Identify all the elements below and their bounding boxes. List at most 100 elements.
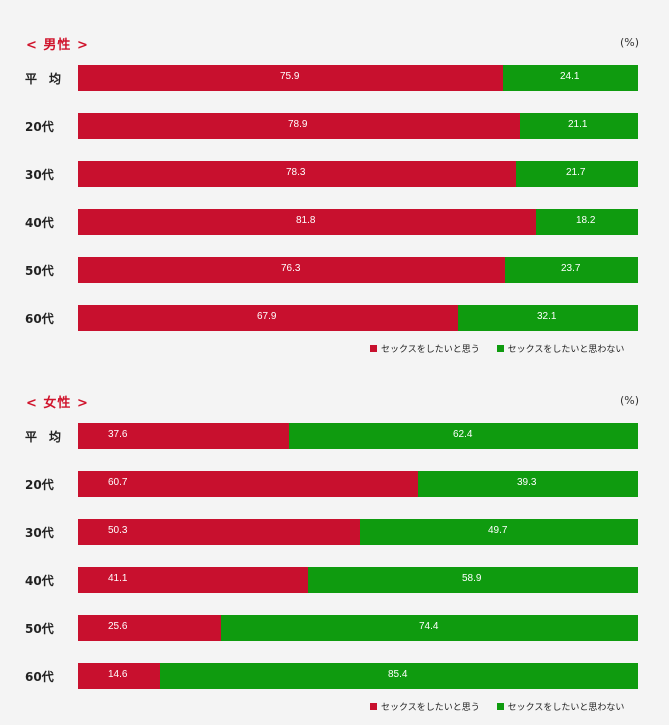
legend-swatch-want	[370, 703, 377, 710]
category-label: 50代	[25, 622, 54, 636]
bar-track: 14.6 85.4	[78, 663, 638, 689]
bar-segment-not-want	[505, 257, 638, 283]
data-label-not-want: 21.7	[566, 167, 586, 178]
bar-track: 50.3 49.7	[78, 519, 638, 545]
bar-track: 41.1 58.9	[78, 567, 638, 593]
bar-segment-want	[78, 161, 516, 187]
data-label-want: 76.3	[281, 263, 301, 274]
bar-segment-want	[78, 567, 308, 593]
bar-row: 60代 67.9 32.1	[0, 305, 669, 331]
bar-track: 37.6 62.4	[78, 423, 638, 449]
bar-segment-not-want	[308, 567, 638, 593]
bar-row: 20代 60.7 39.3	[0, 471, 669, 497]
data-label-not-want: 18.2	[576, 215, 596, 226]
data-label-not-want: 74.4	[419, 621, 439, 632]
data-label-want: 67.9	[257, 311, 277, 322]
category-label: 20代	[25, 478, 54, 492]
data-label-not-want: 58.9	[462, 573, 482, 584]
data-label-not-want: 62.4	[453, 429, 473, 440]
bar-row: 60代 14.6 85.4	[0, 663, 669, 689]
legend-label-want: セックスをしたいと思う	[381, 345, 480, 355]
data-label-not-want: 23.7	[561, 263, 581, 274]
legend-label-want: セックスをしたいと思う	[381, 703, 480, 713]
bar-row: 40代 41.1 58.9	[0, 567, 669, 593]
data-label-want: 37.6	[108, 429, 128, 440]
data-label-not-want: 39.3	[517, 477, 537, 488]
legend-item-want: セックスをしたいと思う	[370, 700, 480, 713]
bar-segment-want	[78, 209, 536, 235]
bar-segment-want	[78, 65, 503, 91]
category-label: 30代	[25, 526, 54, 540]
data-label-not-want: 85.4	[388, 669, 408, 680]
bar-segment-want	[78, 471, 418, 497]
bar-track: 78.3 21.7	[78, 161, 638, 187]
bar-segment-not-want	[516, 161, 638, 187]
legend-swatch-not-want	[496, 703, 504, 710]
data-label-want: 14.6	[108, 669, 128, 680]
data-label-want: 50.3	[108, 525, 128, 536]
bar-segment-want	[78, 663, 160, 689]
data-label-want: 41.1	[108, 573, 128, 584]
legend-item-not-want: セックスをしたいと思わない	[496, 342, 625, 355]
legend-label-not-want: セックスをしたいと思わない	[507, 703, 625, 713]
category-label: 60代	[25, 312, 54, 326]
bar-row: 20代 78.9 21.1	[0, 113, 669, 139]
bar-segment-not-want	[418, 471, 638, 497]
category-label: 50代	[25, 264, 54, 278]
bar-track: 76.3 23.7	[78, 257, 638, 283]
bar-segment-want	[78, 615, 221, 641]
bar-track: 75.9 24.1	[78, 65, 638, 91]
bar-row: 30代 78.3 21.7	[0, 161, 669, 187]
bar-row: 平 均 75.9 24.1	[0, 65, 669, 91]
bar-segment-not-want	[458, 305, 638, 331]
data-label-want: 78.3	[286, 167, 306, 178]
data-label-want: 60.7	[108, 477, 128, 488]
bar-row: 40代 81.8 18.2	[0, 209, 669, 235]
bar-segment-want	[78, 423, 289, 449]
data-label-not-want: 21.1	[568, 119, 588, 130]
legend: セックスをしたいと思う セックスをしたいと思わない	[370, 342, 638, 355]
data-label-want: 81.8	[296, 215, 316, 226]
bar-row: 平 均 37.6 62.4	[0, 423, 669, 449]
bar-segment-not-want	[503, 65, 638, 91]
bar-track: 67.9 32.1	[78, 305, 638, 331]
bar-track: 78.9 21.1	[78, 113, 638, 139]
data-label-want: 78.9	[288, 119, 308, 130]
legend-label-not-want: セックスをしたいと思わない	[507, 345, 625, 355]
bar-row: 30代 50.3 49.7	[0, 519, 669, 545]
data-label-want: 75.9	[280, 71, 300, 82]
bar-segment-not-want	[289, 423, 638, 449]
legend-swatch-want	[370, 345, 377, 352]
bar-segment-want	[78, 519, 360, 545]
category-label: 平 均	[25, 72, 62, 86]
legend: セックスをしたいと思う セックスをしたいと思わない	[370, 700, 638, 713]
data-label-not-want: 49.7	[488, 525, 508, 536]
data-label-not-want: 24.1	[560, 71, 580, 82]
legend-item-want: セックスをしたいと思う	[370, 342, 480, 355]
bar-segment-want	[78, 305, 458, 331]
bar-segment-not-want	[360, 519, 638, 545]
unit-label: (%)	[620, 36, 640, 49]
category-label: 40代	[25, 216, 54, 230]
chart-title: < 男性 >	[26, 38, 89, 53]
category-label: 30代	[25, 168, 54, 182]
bar-segment-not-want	[160, 663, 638, 689]
data-label-want: 25.6	[108, 621, 128, 632]
unit-label: (%)	[620, 394, 640, 407]
category-label: 平 均	[25, 430, 62, 444]
bar-track: 25.6 74.4	[78, 615, 638, 641]
bar-segment-not-want	[536, 209, 638, 235]
bar-segment-want	[78, 257, 505, 283]
bar-segment-want	[78, 113, 520, 139]
bar-row: 50代 25.6 74.4	[0, 615, 669, 641]
bar-track: 81.8 18.2	[78, 209, 638, 235]
bar-track: 60.7 39.3	[78, 471, 638, 497]
category-label: 40代	[25, 574, 54, 588]
chart-title: < 女性 >	[26, 396, 89, 411]
bar-row: 50代 76.3 23.7	[0, 257, 669, 283]
category-label: 60代	[25, 670, 54, 684]
data-label-not-want: 32.1	[537, 311, 557, 322]
bar-segment-not-want	[520, 113, 638, 139]
legend-swatch-not-want	[496, 345, 504, 352]
legend-item-not-want: セックスをしたいと思わない	[496, 700, 625, 713]
